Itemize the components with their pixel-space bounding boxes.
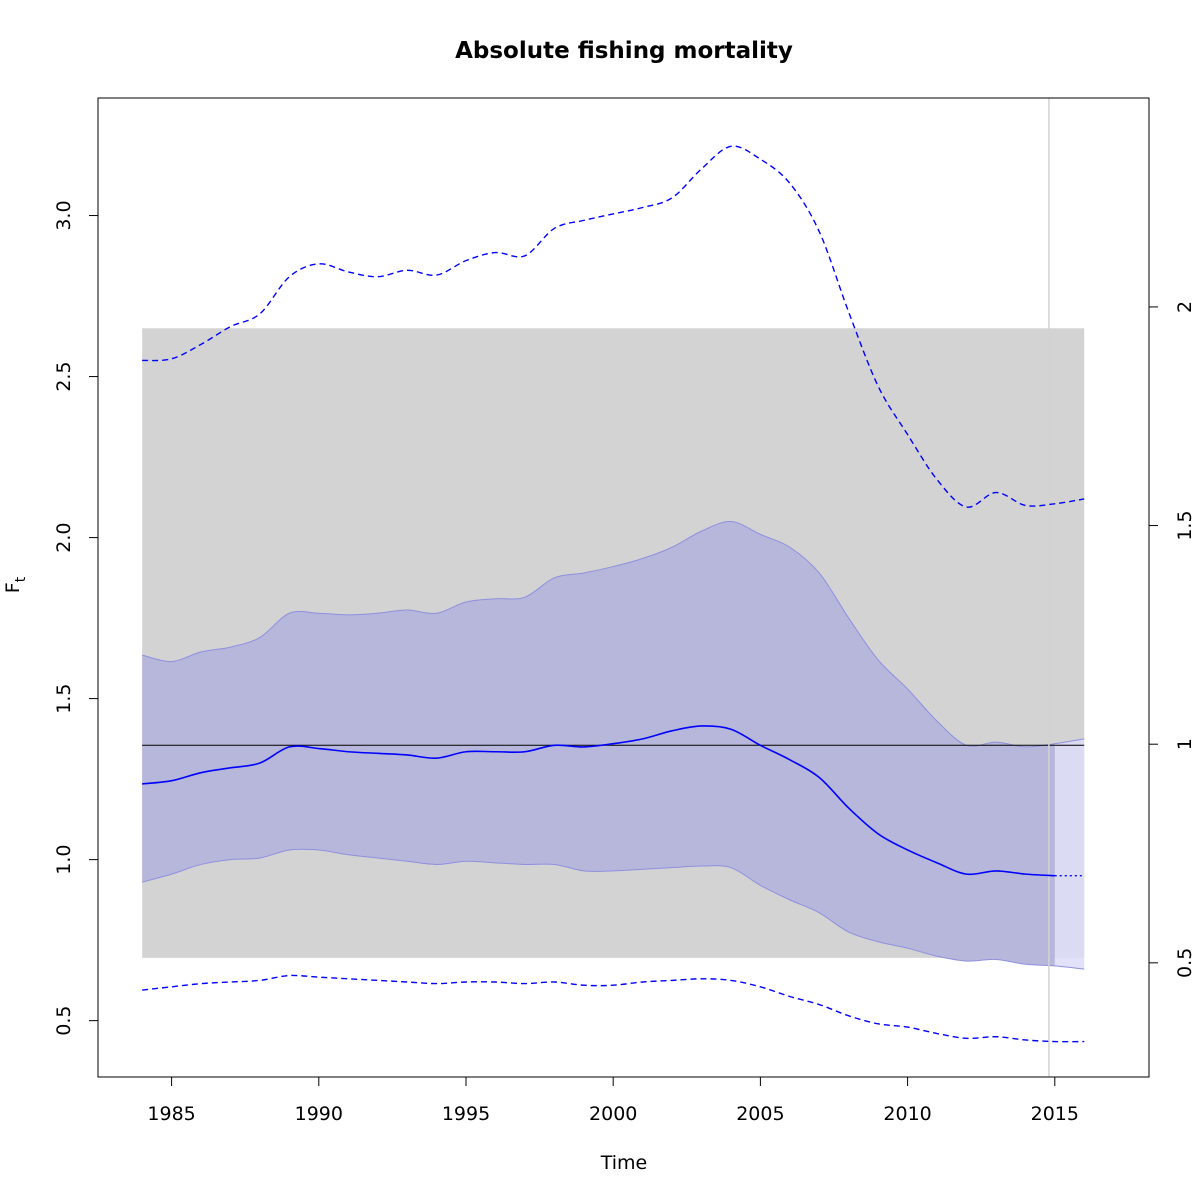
y-tick-label: 1.0: [53, 845, 75, 875]
series-estimate-line: [142, 725, 1055, 877]
x-axis: 1985 1990 1995 2000 2005 2010 2015: [147, 1077, 1079, 1125]
x-axis-label: Time: [600, 1152, 648, 1174]
y-tick-label: 1.5: [53, 683, 75, 713]
y-tick-label: 0.5: [53, 1006, 75, 1036]
y-right-tick-label: 1: [1174, 738, 1196, 750]
series-catch-lower-line: [142, 974, 1085, 1043]
x-tick-label: 2015: [1031, 1103, 1079, 1125]
x-tick-label: 2010: [883, 1103, 931, 1125]
series-catch-upper-line: [142, 145, 1085, 508]
y-tick-label: 2.0: [53, 522, 75, 552]
reference-line-layer: [142, 98, 1085, 1077]
ci-lower-edge: [142, 848, 1085, 970]
confidence-interval-layer: [142, 520, 1085, 970]
x-tick-label: 2000: [589, 1103, 637, 1125]
x-tick-label: 1990: [295, 1103, 343, 1125]
y-right-tick-label: 0.5: [1174, 948, 1196, 978]
y-axis-label-subscript: t: [13, 576, 29, 582]
y-tick-label: 2.5: [53, 361, 75, 391]
ci-upper-edge: [142, 520, 1085, 748]
y-right-tick-label: 2: [1174, 301, 1196, 313]
x-tick-label: 1995: [442, 1103, 490, 1125]
y-right-tick-label: 1.5: [1174, 510, 1196, 540]
y-axis-label: Ft: [2, 576, 29, 593]
ci-fill: [142, 521, 1055, 966]
y-tick-label: 3.0: [53, 200, 75, 230]
chart-title: Absolute fishing mortality: [455, 38, 793, 64]
y-axis-left: 0.5 1.0 1.5 2.0 2.5 3.0: [53, 200, 98, 1036]
series-line-layer: [142, 145, 1085, 1043]
plot-frame: [97, 97, 1150, 1078]
ci-prediction-fill: [1054, 738, 1085, 970]
y-axis-label-main: F: [2, 582, 24, 593]
x-tick-label: 1985: [147, 1103, 195, 1125]
y-axis-right: 0.5 1 1.5 2: [1149, 301, 1196, 978]
x-tick-label: 2005: [736, 1103, 784, 1125]
